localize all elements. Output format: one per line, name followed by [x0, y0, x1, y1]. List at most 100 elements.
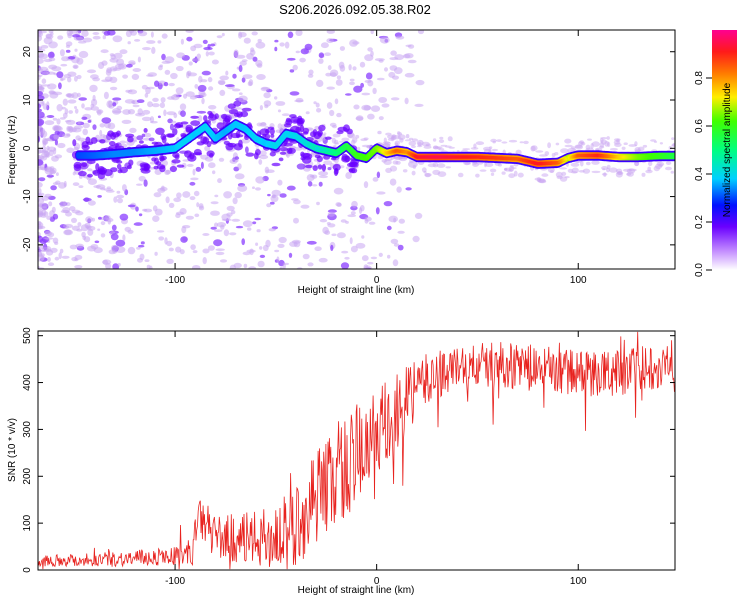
noise-blob	[175, 87, 184, 95]
halo-blob	[634, 141, 638, 147]
noise-blob	[63, 223, 73, 229]
noise-blob	[78, 185, 84, 189]
noise-blob	[161, 33, 168, 39]
halo-blob	[355, 134, 360, 139]
noise-blob	[210, 226, 217, 230]
mid-blob	[151, 141, 159, 145]
noise-blob	[287, 31, 294, 39]
noise-blob	[44, 237, 54, 240]
noise-blob	[205, 51, 209, 57]
mid-blob	[236, 134, 244, 138]
mid-blob	[253, 152, 259, 160]
snr-y-ticks: 0 100 200 300 400 500	[22, 327, 675, 573]
noise-blob	[166, 240, 173, 247]
halo-blob	[541, 173, 549, 177]
halo-blob	[392, 135, 401, 140]
noise-blob	[229, 232, 237, 236]
noise-blob	[185, 30, 194, 33]
noise-blob	[76, 228, 83, 232]
halo-blob	[655, 163, 663, 170]
mid-blob	[290, 116, 300, 124]
noise-blob	[57, 35, 64, 40]
noise-blob	[405, 187, 412, 191]
noise-blob	[318, 175, 328, 179]
noise-blob	[257, 38, 262, 43]
noise-blob	[339, 64, 346, 72]
halo-blob	[281, 113, 290, 117]
noise-blob	[235, 225, 244, 229]
noise-blob	[289, 91, 300, 96]
noise-blob	[47, 262, 55, 267]
noise-blob	[117, 262, 121, 267]
colorbar-gradient	[712, 30, 737, 270]
noise-blob	[219, 75, 229, 81]
noise-blob	[52, 167, 57, 174]
noise-blob	[247, 227, 252, 231]
noise-blob	[364, 216, 372, 222]
noise-blob	[361, 235, 365, 239]
colorbar-tick-label: 0.8	[694, 71, 705, 85]
noise-blob	[40, 156, 48, 161]
halo-blob	[501, 141, 508, 144]
noise-blob	[139, 253, 145, 260]
mid-blob	[172, 128, 178, 136]
halo-blob	[564, 138, 572, 144]
noise-blob	[274, 46, 278, 52]
halo-blob	[462, 148, 471, 151]
noise-blob	[398, 218, 405, 224]
noise-blob	[214, 222, 218, 228]
noise-blob	[365, 72, 373, 80]
noise-blob	[38, 74, 43, 78]
noise-blob	[188, 61, 193, 66]
halo-blob	[277, 123, 283, 130]
mid-blob	[143, 127, 148, 133]
mid-blob	[167, 133, 175, 138]
noise-blob	[217, 79, 226, 85]
noise-blob	[58, 182, 67, 189]
mid-blob	[207, 114, 217, 121]
noise-blob	[265, 169, 275, 173]
x-tick-label: 0	[374, 275, 380, 286]
y-tick-label: -10	[22, 189, 33, 204]
noise-blob	[68, 110, 73, 114]
noise-blob	[149, 116, 155, 123]
noise-blob	[40, 84, 51, 87]
noise-blob	[220, 224, 225, 230]
noise-blob	[90, 244, 99, 250]
noise-blob	[82, 128, 88, 136]
noise-blob	[78, 50, 89, 59]
halo-blob	[555, 142, 560, 146]
noise-blob	[99, 123, 106, 128]
halo-blob	[491, 148, 499, 152]
snr-plot-area	[38, 331, 675, 570]
halo-blob	[496, 139, 502, 143]
noise-blob	[105, 69, 112, 76]
noise-blob	[122, 234, 126, 242]
noise-blob	[242, 220, 253, 228]
noise-blob	[54, 256, 60, 261]
halo-blob	[438, 148, 445, 151]
halo-blob	[634, 161, 639, 166]
halo-blob	[606, 164, 611, 170]
noise-blob	[38, 177, 46, 182]
noise-blob	[370, 256, 378, 260]
y-tick-label: 10	[22, 94, 33, 106]
noise-blob	[242, 74, 253, 79]
noise-blob	[326, 86, 336, 90]
noise-blob	[82, 197, 92, 202]
snr-x-ticks: -100 0 100	[165, 331, 587, 587]
noise-blob	[202, 233, 210, 236]
colorbar: 0.0 0.2 0.4 0.6 0.8 Normalized spectral ampl…	[694, 30, 737, 277]
noise-blob	[196, 110, 207, 114]
noise-blob	[330, 244, 334, 251]
noise-blob	[250, 47, 255, 52]
mid-blob	[206, 140, 212, 148]
halo-blob	[501, 171, 506, 175]
halo-blob	[492, 140, 496, 144]
noise-blob	[208, 105, 217, 110]
noise-blob	[102, 259, 112, 265]
halo-blob	[535, 150, 544, 153]
noise-blob	[378, 116, 384, 121]
noise-blob	[38, 188, 42, 194]
